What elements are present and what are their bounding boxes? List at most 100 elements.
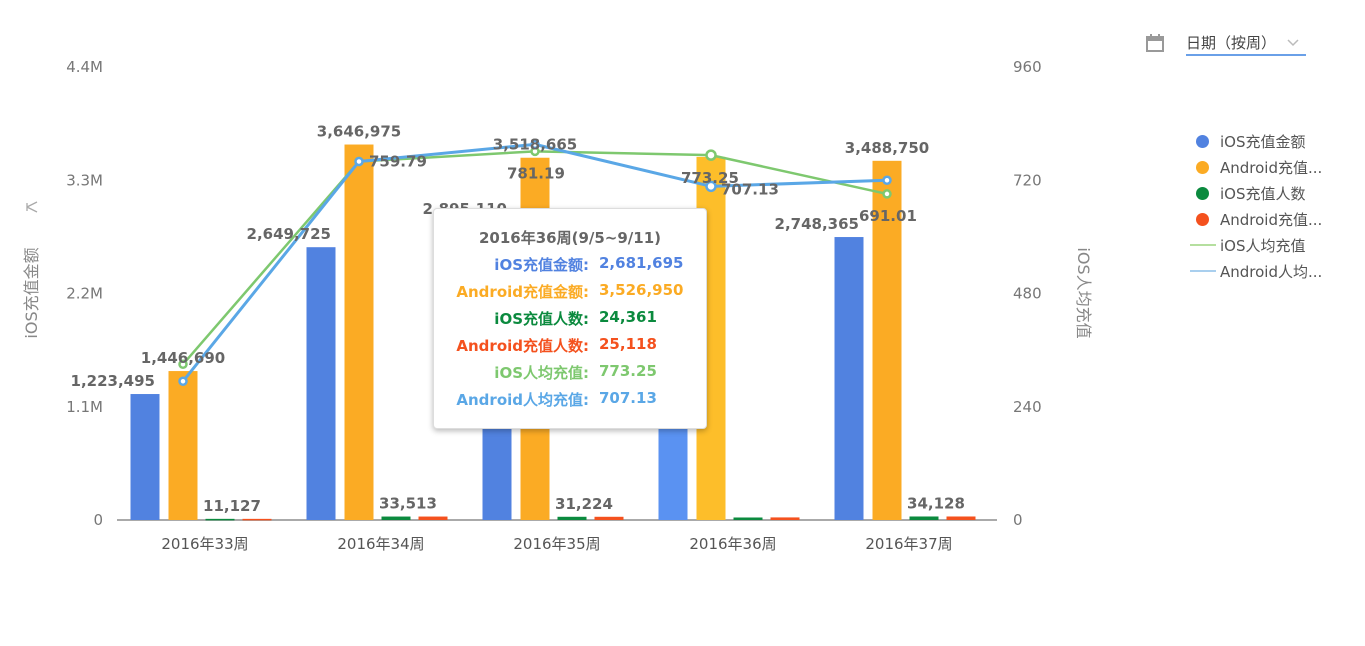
tooltip-row-value: 2,681,695 — [599, 254, 684, 272]
x-axis-tick: 2016年37周 — [865, 535, 952, 553]
axis-collapse-icon — [26, 201, 38, 213]
left-axis-tick: 4.4M — [66, 58, 103, 76]
legend-dot-marker — [1196, 186, 1209, 200]
bar-3-1 — [205, 518, 235, 521]
line-data-label: 759.79 — [369, 152, 427, 170]
right-axis-tick: 240 — [1013, 398, 1042, 416]
tooltip-row-value: 25,118 — [599, 335, 657, 353]
legend-line-marker — [1190, 244, 1216, 246]
line-data-label: 773.25 — [681, 169, 739, 187]
legend-item[interactable]: iOS充值金额 — [1190, 128, 1360, 154]
tooltip-row-value: 3,526,950 — [599, 281, 684, 299]
tooltip-row-label: Android人均充值: — [456, 391, 589, 409]
left-axis-tick: 2.2M — [66, 285, 103, 303]
tooltip-row-value: 773.25 — [599, 362, 657, 380]
bar-3-2 — [381, 516, 411, 520]
left-axis-tick: 0 — [93, 511, 103, 529]
right-axis-tick: 0 — [1013, 511, 1023, 529]
bar-data-label: 31,224 — [555, 495, 613, 513]
bar-3-3 — [557, 516, 587, 520]
tooltip-row-value: 24,361 — [599, 308, 657, 326]
date-picker[interactable]: 日期（按周） — [1144, 30, 1306, 56]
bar-data-label: 1,223,495 — [71, 372, 155, 390]
right-axis-tick: 720 — [1013, 171, 1042, 189]
bar-4-2 — [418, 516, 448, 520]
legend-label: iOS充值金额 — [1220, 132, 1306, 151]
legend-item[interactable]: iOS人均充值 — [1190, 232, 1360, 258]
tooltip-row: Android充值人数: 25,118 — [434, 335, 706, 355]
bar-3-4 — [733, 517, 763, 520]
legend-item[interactable]: Android充值... — [1190, 154, 1360, 180]
bar-1-2 — [306, 247, 336, 520]
legend-item[interactable]: Android人均... — [1190, 258, 1360, 284]
bar-2-1 — [168, 371, 198, 520]
tooltip-row-label: iOS充值人数: — [494, 310, 589, 328]
line-point-2-1 — [178, 376, 188, 387]
bar-4-4 — [770, 517, 800, 520]
tooltip-row-value: 707.13 — [599, 389, 657, 407]
date-granularity-value: 日期（按周） — [1186, 33, 1277, 52]
chart-axes: 0 1.1M 2.2M 3.3M 4.4M 0 240 480 720 960 iOS充值金额 iOS… — [22, 58, 1093, 553]
bar-data-label: 3,646,975 — [317, 123, 401, 141]
line-series-group — [178, 139, 892, 387]
bar-data-label: 3,518,665 — [493, 136, 577, 154]
tooltip-row-label: iOS人均充值: — [494, 364, 589, 382]
bar-data-label: 1,446,690 — [141, 349, 225, 367]
right-axis-tick: 480 — [1013, 285, 1042, 303]
date-granularity-select[interactable]: 日期（按周） — [1186, 30, 1306, 56]
chart-legend: iOS充值金额 Android充值... iOS充值人数 Android充值... iO… — [1190, 128, 1360, 284]
chart-tooltip: 2016年36周(9/5~9/11) iOS充值金额: 2,681,695 Andr… — [433, 208, 707, 429]
line-data-label: 707.13 — [721, 180, 779, 198]
line-point-1-4 — [705, 149, 717, 161]
x-axis-tick: 2016年33周 — [161, 535, 248, 553]
legend-dot-marker — [1196, 134, 1209, 148]
legend-label: iOS人均充值 — [1220, 236, 1306, 255]
bar-4-3 — [594, 516, 624, 520]
chevron-down-icon — [1287, 39, 1299, 47]
legend-label: Android充值... — [1220, 210, 1323, 229]
bar-1-5 — [834, 237, 864, 520]
line-point-1-1 — [178, 359, 188, 370]
bar-data-label: 2,649,725 — [247, 225, 331, 243]
line-point-2-2 — [354, 156, 364, 167]
legend-label: Android充值... — [1220, 158, 1323, 177]
line-point-2-4 — [705, 180, 717, 193]
tooltip-row-label: Android充值金额: — [456, 283, 589, 301]
line-data-label: 781.19 — [507, 164, 565, 182]
x-axis-tick: 2016年34周 — [337, 535, 424, 553]
bar-2-2 — [344, 144, 374, 520]
tooltip-title: 2016年36周(9/5~9/11) — [478, 229, 662, 247]
legend-dot-marker — [1196, 160, 1209, 174]
bar-data-label: 2,748,365 — [775, 215, 859, 233]
line-point-2-5 — [882, 175, 892, 185]
x-axis-tick: 2016年35周 — [513, 535, 600, 553]
tooltip-row-label: iOS充值金额: — [494, 256, 589, 274]
legend-line-marker — [1190, 270, 1216, 272]
legend-label: iOS充值人数 — [1220, 184, 1306, 203]
tooltip-row: Android充值金额: 3,526,950 — [434, 281, 706, 301]
bar-data-label: 11,127 — [203, 497, 261, 515]
tooltip-row-label: Android充值人数: — [456, 337, 589, 355]
bar-data-label: 33,513 — [379, 495, 437, 513]
tooltip-row: iOS充值金额: 2,681,695 — [434, 254, 706, 274]
line-point-2-3 — [530, 139, 540, 150]
right-axis-title: iOS人均充值 — [1074, 247, 1093, 338]
legend-item[interactable]: Android充值... — [1190, 206, 1360, 232]
x-axis-tick: 2016年36周 — [689, 535, 776, 553]
bar-data-label: 3,488,750 — [845, 139, 929, 157]
left-axis-tick: 1.1M — [66, 398, 103, 416]
bar-2-5 — [872, 160, 902, 521]
calendar-icon[interactable] — [1144, 32, 1166, 54]
line-point-1-5 — [882, 189, 892, 199]
legend-dot-marker — [1196, 212, 1209, 226]
legend-item[interactable]: iOS充值人数 — [1190, 180, 1360, 206]
bar-4-5 — [946, 516, 976, 520]
tooltip-row: Android人均充值: 707.13 — [434, 389, 706, 409]
right-axis-tick: 960 — [1013, 58, 1042, 76]
tooltip-row: iOS充值人数: 24,361 — [434, 308, 706, 328]
bar-1-1 — [130, 394, 160, 520]
data-labels-group: 1,223,4952,649,7252,895,1102,748,3651,44… — [71, 123, 965, 515]
legend-label: Android人均... — [1220, 262, 1323, 281]
left-axis-tick: 3.3M — [66, 171, 103, 189]
bar-data-label: 34,128 — [907, 494, 965, 512]
